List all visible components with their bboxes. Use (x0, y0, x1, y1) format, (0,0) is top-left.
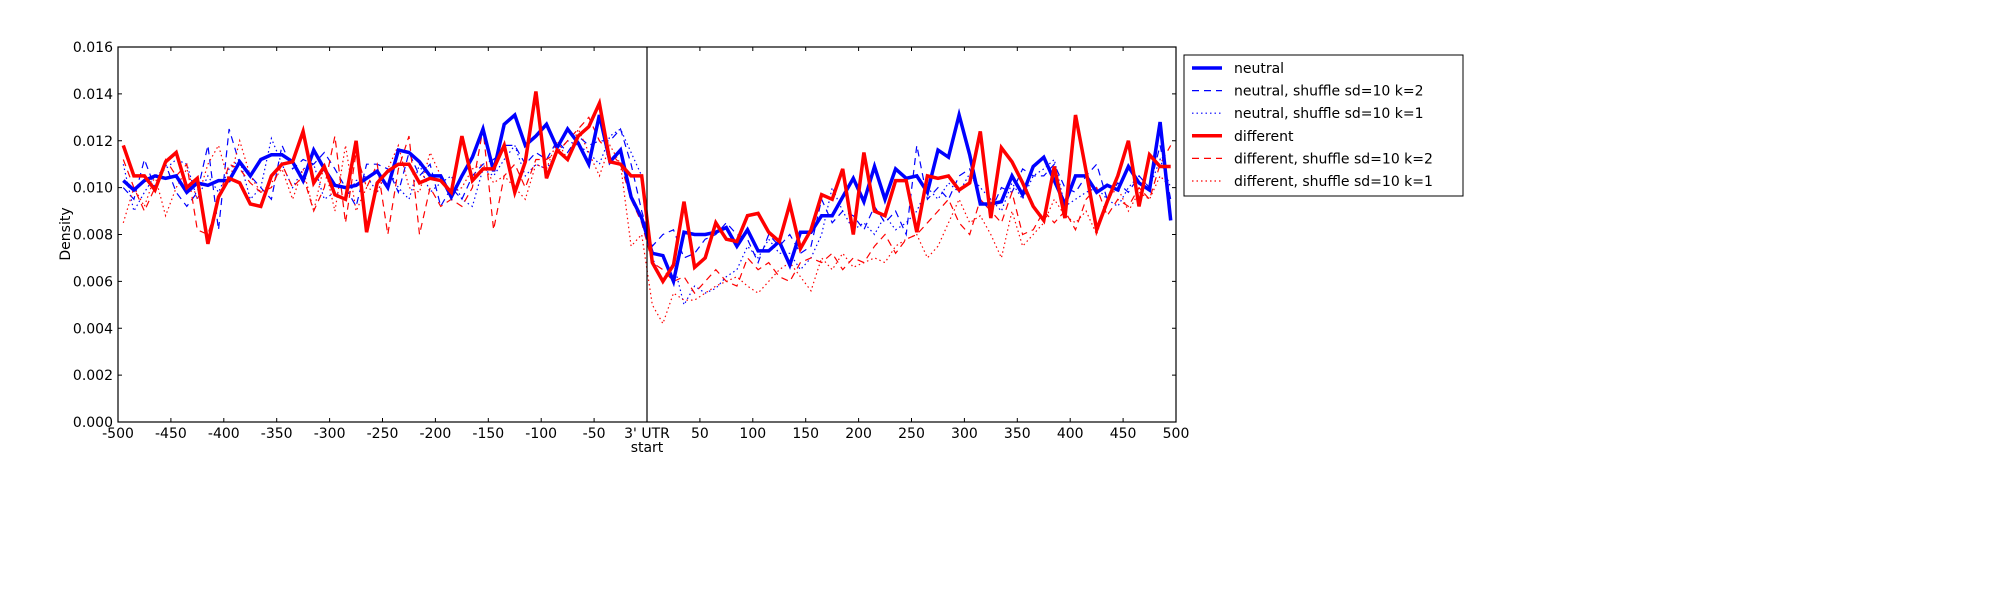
x-tick-label: 3' UTR (624, 426, 670, 442)
x-tick-label: 200 (845, 426, 872, 442)
y-tick-label: 0.012 (73, 134, 113, 150)
legend: neutral neutral, shuffle sd=10 k=2 neutral… (1183, 54, 1464, 197)
x-tick-label: start (631, 440, 664, 456)
x-tick-label: 250 (898, 426, 925, 442)
y-tick-label: 0.010 (73, 181, 113, 197)
series-line-4 (122, 116, 1172, 295)
y-tick-label: 0.006 (73, 274, 113, 290)
x-tick-label: 400 (1057, 426, 1084, 442)
x-tick-label: 450 (1110, 426, 1137, 442)
x-tick-label: 500 (1163, 426, 1190, 442)
x-tick-label: -100 (525, 426, 557, 442)
x-tick-label: 300 (951, 426, 978, 442)
series-line-1 (122, 127, 1172, 265)
x-tick-label: -400 (208, 426, 240, 442)
legend-label: neutral, shuffle sd=10 k=1 (1234, 106, 1424, 122)
x-tick-label: -150 (472, 426, 504, 442)
x-tick-label: 350 (1004, 426, 1031, 442)
y-tick-label: 0.004 (73, 321, 113, 337)
y-tick-label: 0.002 (73, 368, 113, 384)
legend-frame (1183, 54, 1464, 197)
x-tick-label: -250 (367, 426, 399, 442)
x-tick-label: -450 (155, 426, 187, 442)
legend-label: neutral, shuffle sd=10 k=2 (1234, 84, 1424, 100)
y-tick-label: 0.016 (73, 40, 113, 56)
legend-label: different, shuffle sd=10 k=1 (1234, 174, 1433, 190)
y-axis: 0.000 0.002 0.004 0.006 0.008 0.010 0.012 0.014… (73, 40, 1176, 431)
y-tick-label: 0.014 (73, 87, 113, 103)
x-axis: -500 -450 -400 -350 -300 -250 -200 -150 -100 -50 3… (102, 47, 1189, 456)
legend-label: different, shuffle sd=10 k=2 (1234, 151, 1433, 167)
x-tick-label: 50 (691, 426, 709, 442)
x-tick-label: 150 (792, 426, 819, 442)
y-tick-label: 0.008 (73, 228, 113, 244)
legend-label: different (1234, 129, 1294, 145)
legend-label: neutral (1234, 61, 1284, 77)
y-axis-label: Density (58, 207, 74, 260)
x-tick-label: 100 (739, 426, 766, 442)
x-tick-label: -500 (102, 426, 134, 442)
x-tick-label: -300 (314, 426, 346, 442)
x-tick-label: -50 (583, 426, 606, 442)
x-tick-label: -200 (420, 426, 452, 442)
y-tick-label: 0.000 (73, 415, 113, 431)
x-tick-label: -350 (261, 426, 293, 442)
